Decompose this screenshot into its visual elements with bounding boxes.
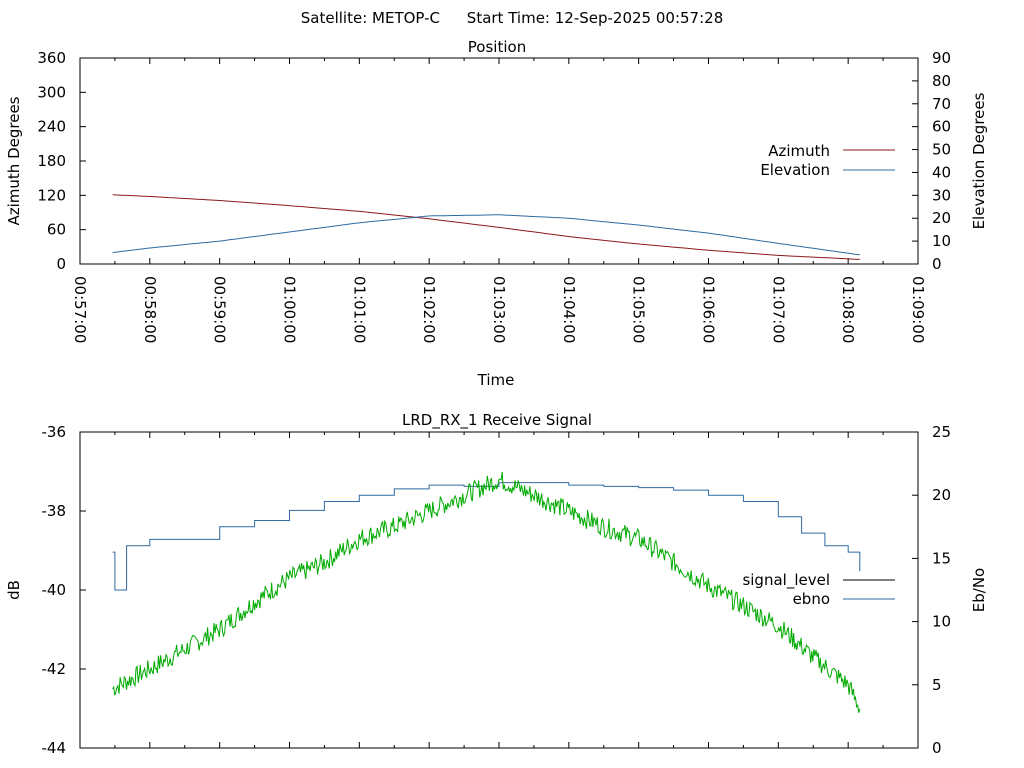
x-tick-label: 01:03:00 <box>490 276 508 343</box>
position-chart-title: Position <box>468 38 526 56</box>
position-chart: Position 00:57:00 00:58:00 00:59:00 01:00:0… <box>5 38 988 389</box>
position-x-axis-label: Time <box>477 371 515 389</box>
x-tick-label: 01:09:00 <box>909 276 927 343</box>
x-tick-label: 00:57:00 <box>71 276 89 343</box>
y2-tick-label: 70 <box>932 95 951 113</box>
receive-y2-ticks: 0 5 10 15 20 25 <box>912 423 951 757</box>
chart-header: Satellite: METOP-C Start Time: 12-Sep-20… <box>301 9 723 27</box>
y-tick-label: 0 <box>56 255 66 273</box>
y-tick-label: -44 <box>42 739 67 757</box>
y2-tick-label: 60 <box>932 118 951 136</box>
position-series <box>112 194 860 260</box>
position-y-ticks: 0 60 120 180 240 300 360 <box>37 49 86 273</box>
receive-series <box>112 472 861 713</box>
y2-tick-label: 90 <box>932 49 951 67</box>
legend-azimuth-label: Azimuth <box>768 142 830 160</box>
y2-tick-label: 40 <box>932 163 951 181</box>
x-tick-label: 01:08:00 <box>839 276 857 343</box>
x-tick-label: 01:07:00 <box>769 276 787 343</box>
azimuth-series-line <box>112 194 860 260</box>
y-tick-label: 360 <box>37 49 66 67</box>
receive-legend: signal_level ebno <box>742 571 895 608</box>
receive-x-ticks <box>79 432 919 748</box>
y-tick-label: -40 <box>42 581 67 599</box>
x-tick-label: 01:04:00 <box>560 276 578 343</box>
elevation-series-line <box>112 214 860 256</box>
y2-tick-label: 25 <box>932 423 951 441</box>
x-tick-label: 01:05:00 <box>630 276 648 343</box>
x-tick-label: 01:01:00 <box>350 276 368 343</box>
receive-y-axis-label: dB <box>5 580 23 600</box>
y2-tick-label: 10 <box>932 613 951 631</box>
legend-signal-level-label: signal_level <box>742 571 830 590</box>
y-tick-label: 180 <box>37 152 66 170</box>
y2-tick-label: 80 <box>932 72 951 90</box>
position-y-axis-label: Azimuth Degrees <box>5 96 23 225</box>
start-time-label: Start Time: 12-Sep-2025 00:57:28 <box>467 9 723 27</box>
position-y2-ticks: 0 10 20 30 40 50 60 70 80 90 <box>912 49 951 273</box>
y2-tick-label: 5 <box>932 676 942 694</box>
y-tick-label: 240 <box>37 118 66 136</box>
y2-tick-label: 30 <box>932 186 951 204</box>
y-tick-label: 120 <box>37 186 66 204</box>
y-tick-label: -36 <box>42 423 67 441</box>
signal-level-series-line <box>112 472 861 713</box>
x-tick-label: 01:00:00 <box>281 276 299 343</box>
satellite-label: Satellite: METOP-C <box>301 9 440 27</box>
position-legend: Azimuth Elevation <box>760 142 895 179</box>
y2-tick-label: 0 <box>932 739 942 757</box>
x-tick-label: 01:02:00 <box>420 276 438 343</box>
receive-signal-chart-title: LRD_RX_1 Receive Signal <box>402 411 592 430</box>
y2-tick-label: 20 <box>932 486 951 504</box>
y2-tick-label: 15 <box>932 549 951 567</box>
y2-tick-label: 50 <box>932 141 951 159</box>
y-tick-label: 60 <box>47 221 66 239</box>
y2-tick-label: 20 <box>932 209 951 227</box>
x-tick-label: 01:06:00 <box>700 276 718 343</box>
x-tick-label: 00:58:00 <box>141 276 159 343</box>
position-x-ticks: 00:57:00 00:58:00 00:59:00 01:00:00 01:01:00… <box>71 58 927 343</box>
y-tick-label: -38 <box>42 502 67 520</box>
receive-signal-chart: LRD_RX_1 Receive Signal -44-42-40-38-36 … <box>5 411 988 757</box>
receive-y-ticks: -44 -42 -40 -38 -36 <box>42 423 86 757</box>
y2-tick-label: 10 <box>932 232 951 250</box>
x-tick-label: 00:59:00 <box>211 276 229 343</box>
y-tick-label: -42 <box>42 660 67 678</box>
legend-elevation-label: Elevation <box>760 161 830 179</box>
position-y2-axis-label: Elevation Degrees <box>970 92 988 229</box>
y-tick-label: 300 <box>37 83 66 101</box>
y2-tick-label: 0 <box>932 255 942 273</box>
receive-y2-axis-label: Eb/No <box>970 568 988 612</box>
legend-ebno-label: ebno <box>793 590 830 608</box>
